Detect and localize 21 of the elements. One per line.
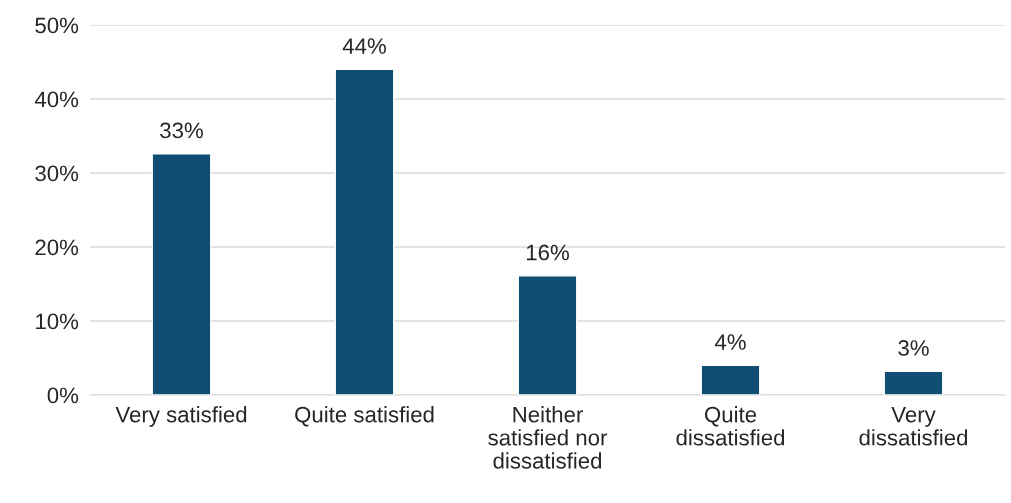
x-tick-label: Very dissatisfied [859,406,968,446]
bar [517,275,578,395]
bar [334,68,395,395]
bar [700,364,761,395]
x-tick-label: Quite satisfied [295,406,434,427]
y-tick-label: 40% [34,91,79,108]
x-tick-label: Very satisfied [115,406,247,427]
data-label: 44% [342,38,386,54]
x-tick-label: Quite dissatisfied [676,406,785,446]
y-tick-label: 20% [35,239,79,256]
y-tick-label: 50% [35,17,79,34]
data-label: 4% [714,334,746,350]
data-label: 16% [526,244,569,261]
data-label: 33% [160,122,203,139]
bar [151,153,212,395]
y-tick-label: 0% [47,387,79,404]
y-tick-label: 10% [36,313,79,330]
x-tick-label: Neither satisfied nor dissatisfied [488,406,608,469]
data-label: 3% [898,340,929,356]
bar [883,370,944,395]
y-tick-label: 30% [35,165,79,182]
